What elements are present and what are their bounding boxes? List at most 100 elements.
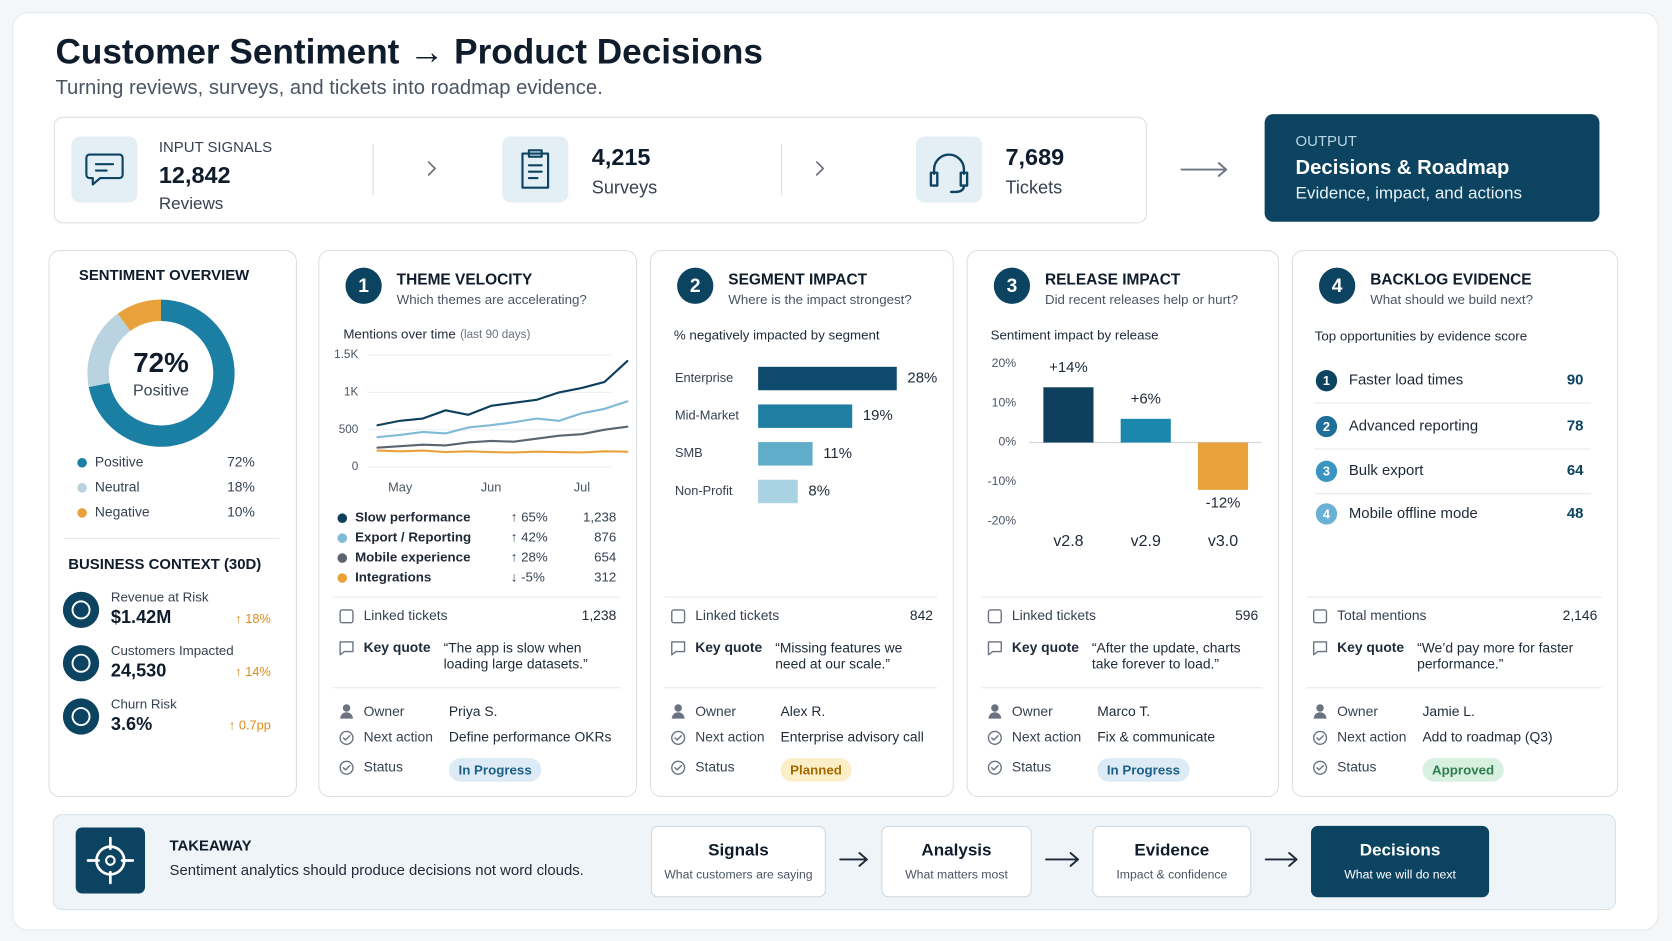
legend-change: ↑ 65% — [511, 510, 548, 525]
step-subtitle: What matters most — [905, 868, 1008, 882]
output-label: OUTPUT — [1296, 133, 1357, 150]
input-label: INPUT SIGNALS — [159, 139, 272, 156]
panel-question: Which themes are accelerating? — [397, 292, 587, 307]
metric-icon — [987, 609, 1002, 624]
step-number: 1 — [358, 276, 369, 297]
owner-value: Alex R. — [781, 703, 826, 719]
metric-icon — [671, 609, 686, 624]
input-icon-bg — [502, 136, 569, 203]
legend-marker — [77, 457, 87, 468]
legend-label: Integrations — [355, 570, 431, 585]
quote-icon — [987, 641, 1002, 656]
kpi-label: Revenue at Risk — [111, 590, 209, 605]
opportunity-score: 90 — [1567, 372, 1584, 389]
kpi-label: Churn Risk — [111, 696, 177, 711]
bar-value-label: 11% — [823, 445, 852, 462]
kpi-value: 3.6% — [111, 714, 152, 734]
opportunity-name: Advanced reporting — [1349, 417, 1478, 434]
panel-title: SENTIMENT OVERVIEW — [79, 267, 250, 284]
y-tick-label: 10% — [992, 395, 1017, 409]
quote-label: Key quote — [695, 639, 762, 655]
step-box — [881, 825, 1032, 898]
kpi-label: Customers Impacted — [111, 643, 234, 658]
owner-icon-body — [988, 712, 1002, 719]
status-pill — [780, 758, 852, 782]
ticket-icon — [929, 153, 969, 194]
chart-title: Top opportunities by evidence score — [1315, 328, 1527, 343]
rank-number: 4 — [1323, 506, 1331, 521]
rank-badge — [1315, 460, 1338, 482]
step-title: Analysis — [921, 840, 991, 859]
donut-center-label: Positive — [133, 383, 189, 400]
step-box — [650, 825, 826, 898]
kpi-icon — [62, 591, 100, 629]
y-tick-label: 1.5K — [334, 348, 358, 361]
opportunity-score: 78 — [1567, 417, 1584, 434]
quote-label: Key quote — [1012, 639, 1079, 655]
line-series — [376, 359, 629, 427]
panel — [1291, 250, 1619, 798]
panel-title: BACKLOG EVIDENCE — [1370, 272, 1531, 289]
check-icon-mark — [1316, 735, 1324, 741]
opportunity-name: Mobile offline mode — [1349, 505, 1478, 522]
legend-marker — [337, 553, 348, 563]
legend-label: Negative — [95, 504, 150, 520]
step-box — [1092, 825, 1252, 898]
key-quote-text: “After the update, charts take forever t… — [1091, 639, 1241, 672]
owner-label: Owner — [1012, 703, 1053, 719]
bar-value-label: 28% — [907, 369, 937, 386]
step-number: 4 — [1332, 276, 1343, 297]
step-badge — [677, 267, 714, 304]
legend-label: Neutral — [95, 478, 140, 494]
check-icon-mark — [674, 735, 683, 741]
panel — [318, 250, 638, 798]
check-icon — [987, 730, 1002, 745]
status-value: In Progress — [1107, 762, 1180, 777]
quote-icon — [339, 641, 354, 656]
input-bar — [53, 116, 1147, 224]
quote-label: Key quote — [1337, 639, 1404, 655]
panel-question: Where is the impact strongest? — [728, 292, 912, 307]
owner-value: Priya S. — [449, 703, 498, 719]
key-quote-text: “Missing features we need at our scale.” — [775, 639, 903, 672]
bar-value-label: 8% — [808, 482, 830, 499]
owner-icon-body — [1313, 712, 1327, 719]
legend-total: 654 — [594, 550, 617, 565]
owner-icon-body — [340, 712, 353, 719]
output-title: Decisions & Roadmap — [1296, 157, 1510, 179]
metric-label: Total mentions — [1337, 607, 1426, 623]
owner-label: Owner — [364, 703, 405, 719]
step-number: 2 — [690, 276, 701, 297]
input-value: 7,689 — [1006, 144, 1065, 170]
kpi-change: ↑ 14% — [235, 664, 271, 679]
output-box — [1264, 114, 1600, 222]
chevron — [815, 161, 825, 176]
section-title: BUSINESS CONTEXT (30D) — [68, 556, 261, 573]
legend-marker — [77, 508, 87, 518]
legend-label: Export / Reporting — [355, 530, 471, 545]
owner-label: Owner — [1337, 703, 1378, 719]
x-tick-label: v3.0 — [1208, 533, 1238, 550]
panel-question: What should we build next? — [1370, 292, 1533, 307]
kpi-value: 24,530 — [111, 661, 166, 681]
next-action-value: Fix & communicate — [1097, 729, 1215, 745]
input-unit: Reviews — [159, 194, 223, 213]
owner-icon — [342, 704, 351, 712]
x-tick-label: Jul — [574, 480, 590, 495]
bar-value-label: -12% — [1206, 495, 1241, 512]
status-label: Status — [1337, 758, 1376, 774]
bar-value-label: +6% — [1131, 391, 1161, 408]
metric-icon — [1312, 609, 1328, 624]
status-pill — [448, 758, 542, 782]
status-label: Status — [364, 758, 403, 774]
step-number: 3 — [1007, 276, 1018, 297]
metric-icon — [339, 609, 354, 624]
panel — [48, 250, 297, 798]
next-action-value: Add to roadmap (Q3) — [1422, 729, 1552, 745]
input-value: 4,215 — [592, 144, 651, 170]
opportunity-score: 48 — [1567, 505, 1584, 522]
takeaway-icon — [105, 855, 116, 866]
panel-title: SEGMENT IMPACT — [728, 272, 867, 289]
rank-badge — [1315, 503, 1338, 525]
